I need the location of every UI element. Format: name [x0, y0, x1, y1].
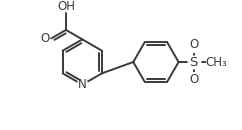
Text: OH: OH	[57, 0, 75, 13]
Text: O: O	[189, 73, 198, 86]
Text: O: O	[189, 38, 198, 51]
Text: S: S	[189, 56, 198, 69]
Text: CH₃: CH₃	[205, 56, 227, 69]
Text: O: O	[40, 32, 49, 45]
Text: N: N	[78, 78, 87, 91]
